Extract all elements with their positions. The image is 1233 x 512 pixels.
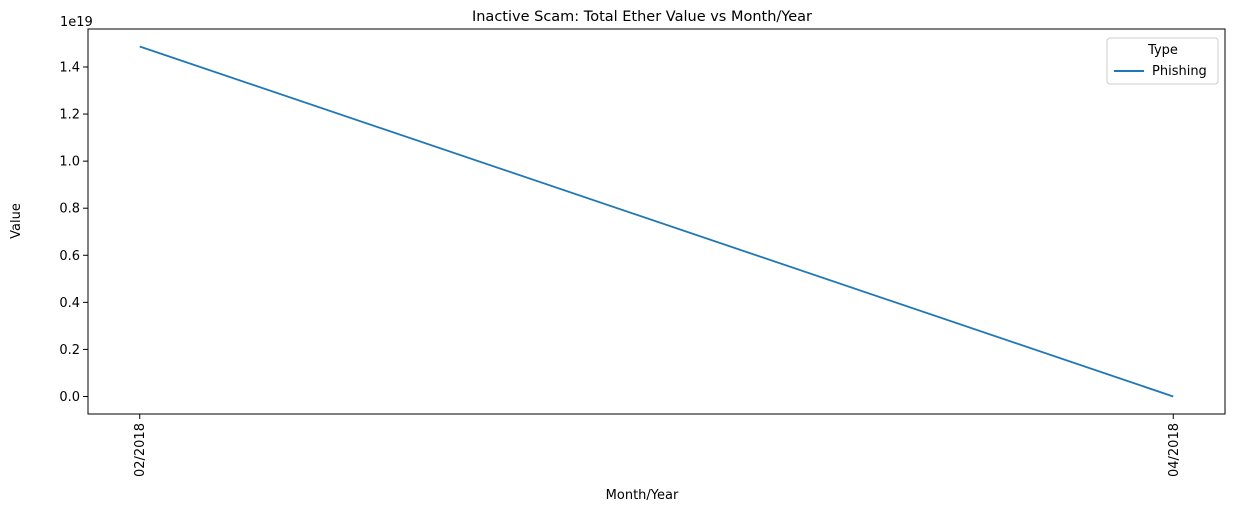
plot-area [87,28,1226,415]
y-axis-ticks: 0.0 0.2 0.4 0.6 0.8 1.0 1.2 1.4 [59,60,88,405]
chart-title: Inactive Scam: Total Ether Value vs Mont… [472,9,812,25]
legend: Type Phishing [1106,37,1219,85]
y-tick-label: 0.8 [59,202,80,217]
y-offset-label: 1e19 [60,15,93,30]
y-tick-label: 1.4 [59,60,80,75]
y-tick-label: 1.2 [59,108,80,123]
y-tick-label: 0.4 [59,296,80,311]
y-tick-label: 0.6 [59,249,80,264]
y-tick-label: 0.2 [59,343,80,358]
y-tick-label: 1.0 [59,155,80,170]
legend-title: Type [1147,43,1178,58]
x-axis-label: Month/Year [606,488,679,503]
y-tick-label: 0.0 [59,390,80,405]
y-axis-label: Value [9,203,24,239]
x-tick-label: 02/2018 [133,423,148,477]
legend-box [1106,37,1219,85]
legend-label-phishing: Phishing [1152,64,1207,79]
series-line-phishing [139,45,1174,398]
series-layer [139,45,1174,398]
x-tick-label: 04/2018 [1167,423,1182,477]
x-axis-ticks: 02/2018 04/2018 [133,414,1182,477]
